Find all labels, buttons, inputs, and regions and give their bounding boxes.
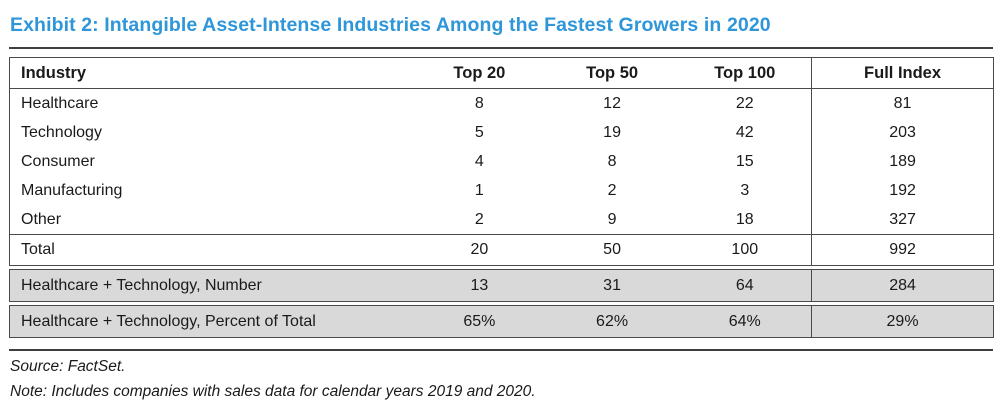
- row-value: 189: [811, 147, 993, 176]
- row-value: 15: [735, 152, 754, 170]
- row-value: 327: [811, 205, 993, 234]
- summary-label: Healthcare + Technology, Percent of Tota…: [21, 312, 316, 330]
- table-main-section: Industry Top 20 Top 50 Top 100 Full Index Hea…: [9, 57, 994, 266]
- row-label: Manufacturing: [21, 181, 123, 199]
- row-value: 2: [474, 210, 484, 228]
- source-note: Source: FactSet.: [10, 358, 126, 375]
- row-label: Consumer: [21, 152, 95, 170]
- summary-value: 13: [470, 276, 489, 294]
- row-value: 50: [603, 241, 621, 258]
- row-value: 192: [811, 176, 993, 205]
- row-value: 3: [740, 181, 750, 199]
- row-value: 2: [607, 181, 617, 199]
- row-value: 100: [731, 241, 759, 258]
- summary-row: Healthcare + Technology, Percent of Tota…: [10, 306, 993, 337]
- row-label: Healthcare: [21, 94, 99, 112]
- header-value: Full Index: [811, 58, 993, 88]
- row-value: 22: [735, 94, 754, 112]
- row-value: 12: [603, 94, 621, 112]
- summary-value: 64%: [728, 312, 761, 330]
- summary-row-box: Healthcare + Technology, Number 13 31 64 284: [9, 269, 994, 302]
- table-row: Healthcare 8 12 22 81: [10, 89, 993, 118]
- row-value: 8: [474, 94, 484, 112]
- row-value: 19: [603, 123, 621, 141]
- summary-value: 65%: [463, 312, 496, 330]
- summary-value: 64: [735, 276, 754, 294]
- row-value: 81: [811, 89, 993, 118]
- summary-row: Healthcare + Technology, Number 13 31 64 284: [10, 270, 993, 301]
- table-row: Consumer 4 8 15 189: [10, 147, 993, 176]
- row-value: 20: [470, 241, 489, 258]
- data-note: Note: Includes companies with sales data…: [10, 383, 536, 400]
- row-value: 9: [607, 210, 617, 228]
- row-value: 4: [474, 152, 484, 170]
- header-label: Industry: [21, 63, 87, 82]
- summary-value: 29%: [811, 306, 993, 337]
- summary-value: 62%: [596, 312, 629, 330]
- exhibit-title: Exhibit 2: Intangible Asset-Intense Indu…: [10, 14, 771, 36]
- title-rule: [9, 47, 993, 49]
- footer-rule: [9, 349, 993, 351]
- header-value: Top 50: [586, 63, 639, 82]
- row-value: 992: [811, 235, 993, 265]
- row-value: 18: [735, 210, 754, 228]
- row-value: 1: [474, 181, 484, 199]
- summary-label: Healthcare + Technology, Number: [21, 276, 262, 294]
- row-label: Total: [21, 241, 55, 258]
- row-value: 42: [735, 123, 754, 141]
- row-label: Technology: [21, 123, 102, 141]
- industry-growth-table: Industry Top 20 Top 50 Top 100 Full Index Hea…: [9, 57, 994, 338]
- summary-row-box: Healthcare + Technology, Percent of Tota…: [9, 305, 994, 338]
- row-label: Other: [21, 210, 62, 228]
- summary-value: 31: [603, 276, 621, 294]
- header-row: Industry Top 20 Top 50 Top 100 Full Index: [10, 58, 993, 89]
- row-value: 203: [811, 118, 993, 147]
- row-value: 5: [474, 123, 484, 141]
- table-row: Other 2 9 18 327: [10, 205, 993, 234]
- row-value: 8: [607, 152, 617, 170]
- table-row: Technology 5 19 42 203: [10, 118, 993, 147]
- summary-value: 284: [811, 270, 993, 301]
- header-value: Top 100: [714, 63, 776, 82]
- table-row: Manufacturing 1 2 3 192: [10, 176, 993, 205]
- header-value: Top 20: [453, 63, 506, 82]
- table-row: Total 20 50 100 992: [10, 234, 993, 265]
